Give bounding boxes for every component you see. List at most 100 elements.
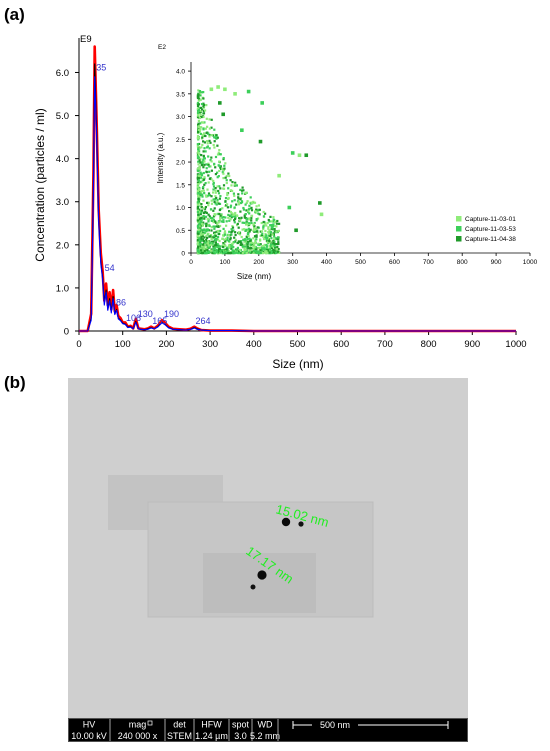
inset-scatter-point <box>262 210 265 214</box>
inset-scatter-point <box>203 141 206 144</box>
inset-scatter-point <box>197 250 200 253</box>
inset-scatter-point <box>207 244 210 247</box>
inset-scatter-point <box>206 246 209 249</box>
inset-scatter-point <box>278 251 281 254</box>
inset-scatter-point <box>265 234 268 237</box>
inset-scatter-point <box>212 191 215 194</box>
inset-scatter-point <box>269 231 273 234</box>
inset-scatter-point <box>253 230 256 233</box>
inset-scatter-point <box>201 108 204 111</box>
inset-scatter-point <box>224 176 227 179</box>
inset-scatter-point <box>212 218 215 221</box>
inset-scatter-point <box>211 242 214 245</box>
inset-scatter-point <box>260 101 264 105</box>
inset-scatter-point <box>270 246 273 249</box>
inset-scatter-point <box>210 240 213 243</box>
inset-x-tick-label: 100 <box>219 259 230 266</box>
inset-scatter-point <box>242 245 245 248</box>
inset-scatter-point <box>276 245 279 249</box>
inset-scatter-point <box>200 235 203 239</box>
inset-scatter-point <box>273 238 276 241</box>
inset-scatter-point <box>201 224 204 227</box>
inset-scatter-point <box>297 153 302 158</box>
inset-scatter-point <box>257 247 260 250</box>
inset-scatter-point <box>201 143 204 146</box>
inset-scatter-point <box>215 245 218 248</box>
inset-scatter-point <box>242 189 245 192</box>
inset-scatter-point <box>218 153 221 156</box>
inset-scatter-point <box>273 228 276 231</box>
main-x-tick-label: 1000 <box>505 339 526 350</box>
inset-scatter-point <box>253 242 256 245</box>
inset-scatter-point <box>199 234 202 237</box>
inset-scatter-point <box>269 224 272 227</box>
inset-scatter-point <box>222 184 226 187</box>
inset-scatter-point <box>214 241 217 244</box>
inset-scatter-point <box>214 187 217 190</box>
main-y-tick-label: 6.0 <box>56 68 69 79</box>
inset-scatter-point <box>249 243 252 246</box>
inset-scatter-point <box>265 250 268 253</box>
inset-scatter-point <box>233 251 236 255</box>
inset-scatter-point <box>227 197 230 201</box>
inset-scatter-point <box>231 249 234 252</box>
inset-x-tick-label: 700 <box>423 259 434 266</box>
inset-scatter-point <box>248 237 251 240</box>
inset-scatter-point <box>232 192 235 195</box>
inset-scatter-point <box>226 237 229 240</box>
info-value: 240 000 x <box>118 731 158 741</box>
inset-scatter-point <box>197 248 200 251</box>
inset-scatter-point <box>206 218 209 221</box>
inset-scatter-point <box>200 146 203 149</box>
inset-scatter-point <box>201 134 204 137</box>
inset-scatter-point <box>249 239 252 242</box>
inset-scatter-point <box>203 248 206 251</box>
inset-scatter-point <box>212 198 215 201</box>
inset-scatter-point <box>275 222 279 225</box>
inset-scatter-point <box>205 230 208 233</box>
inset-scatter-point <box>219 229 222 233</box>
inset-scatter-point <box>272 216 275 219</box>
inset-scatter-point <box>250 221 253 225</box>
inset-scatter-point <box>276 236 280 239</box>
inset-scatter-point <box>268 244 271 247</box>
info-cell <box>252 718 278 742</box>
inset-scatter-point <box>248 247 251 250</box>
inset-scatter-point <box>196 101 200 105</box>
inset-scatter-point <box>205 228 208 231</box>
inset-scatter-point <box>197 245 200 248</box>
inset-scatter-point <box>222 169 225 172</box>
inset-scatter-point <box>228 210 231 213</box>
inset-scatter-point <box>259 238 262 241</box>
inset-scatter-point <box>246 200 249 203</box>
inset-scatter-point <box>198 159 201 162</box>
inset-scatter-point <box>257 251 260 254</box>
inset-scatter-point <box>263 248 266 251</box>
inset-scatter-point <box>206 242 209 245</box>
inset-scatter-point <box>269 243 273 246</box>
square-icon <box>147 720 153 726</box>
inset-scatter-point <box>196 167 200 170</box>
inset-scatter-point <box>217 202 220 205</box>
inset-scatter-point <box>231 189 234 192</box>
inset-scatter-point <box>200 224 203 227</box>
inset-scatter-point <box>196 205 199 209</box>
inset-scatter-point <box>200 176 203 179</box>
inset-scatter-point <box>216 199 219 202</box>
main-x-tick-label: 0 <box>76 339 81 350</box>
inset-scatter-point <box>208 177 211 180</box>
inset-scatter-point <box>234 251 237 254</box>
inset-scatter-point <box>210 202 214 205</box>
main-x-tick-label: 800 <box>421 339 437 350</box>
inset-scatter-point <box>223 167 226 170</box>
inset-scatter-point <box>203 192 206 195</box>
inset-scatter-point <box>203 243 206 246</box>
inset-scatter-point <box>243 214 246 217</box>
inset-scatter-point <box>200 164 203 167</box>
inset-scatter-point <box>268 248 271 251</box>
inset-scatter-point <box>255 205 258 208</box>
